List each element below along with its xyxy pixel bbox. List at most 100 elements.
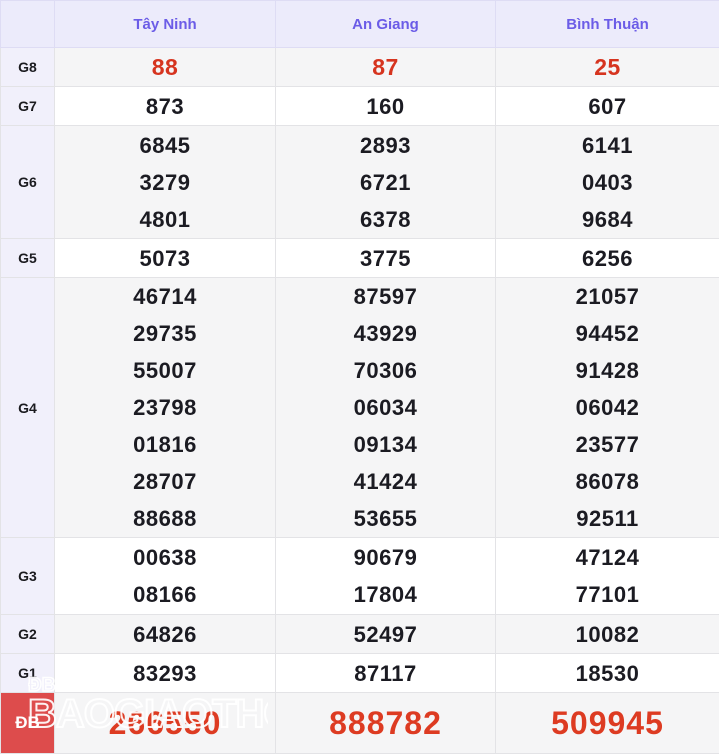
prize-number: 0403 (496, 164, 719, 201)
prize-number: 9684 (496, 201, 719, 238)
prize-number: 5073 (55, 240, 275, 277)
prize-cell: 873 (55, 87, 276, 126)
prize-number: 607 (496, 88, 719, 125)
prize-number: 88 (55, 49, 275, 86)
prize-cell: 52497 (276, 615, 496, 654)
prize-number: 88688 (55, 500, 275, 537)
prize-number: 64826 (55, 616, 275, 653)
prize-number: 6721 (276, 164, 495, 201)
prize-number: 4801 (55, 201, 275, 238)
prize-number: 28707 (55, 463, 275, 500)
prize-number: 266550 (55, 693, 275, 753)
prize-number: 6845 (55, 127, 275, 164)
prize-number: 06042 (496, 389, 719, 426)
prize-number: 29735 (55, 315, 275, 352)
prize-number: 3279 (55, 164, 275, 201)
column-header-province-1: Tây Ninh (55, 1, 276, 48)
prize-cell: 87117 (276, 654, 496, 693)
prize-label-g7: G7 (1, 87, 55, 126)
prize-cell: 83293 (55, 654, 276, 693)
prize-number: 21057 (496, 278, 719, 315)
prize-number: 46714 (55, 278, 275, 315)
prize-label-g2: G2 (1, 615, 55, 654)
column-header-province-2: An Giang (276, 1, 496, 48)
prize-number: 888782 (276, 693, 495, 753)
prize-number: 509945 (496, 693, 719, 753)
table-header: Tây Ninh An Giang Bình Thuận (1, 1, 719, 48)
prize-number: 6256 (496, 240, 719, 277)
prize-number: 41424 (276, 463, 495, 500)
prize-number: 01816 (55, 426, 275, 463)
prize-cell: 266550 (55, 693, 276, 754)
prize-cell: 6256 (496, 239, 719, 278)
prize-number: 09134 (276, 426, 495, 463)
prize-cell: 88 (55, 48, 276, 87)
prize-number: 6141 (496, 127, 719, 164)
prize-number: 83293 (55, 655, 275, 692)
prize-number: 23798 (55, 389, 275, 426)
prize-label-g1: G1 (1, 654, 55, 693)
prize-number: 86078 (496, 463, 719, 500)
prize-number: 55007 (55, 352, 275, 389)
column-header-province-3: Bình Thuận (496, 1, 719, 48)
prize-cell: 64826 (55, 615, 276, 654)
prize-label-g6: G6 (1, 126, 55, 239)
prize-cell: 25 (496, 48, 719, 87)
prize-number: 18530 (496, 655, 719, 692)
prize-number: 77101 (496, 576, 719, 613)
prize-number: 87 (276, 49, 495, 86)
prize-cell: 5073 (55, 239, 276, 278)
prize-number: 873 (55, 88, 275, 125)
prize-cell: 18530 (496, 654, 719, 693)
prize-cell: 888782 (276, 693, 496, 754)
prize-number: 10082 (496, 616, 719, 653)
prize-label-g8: G8 (1, 48, 55, 87)
prize-number: 91428 (496, 352, 719, 389)
prize-number: 94452 (496, 315, 719, 352)
prize-number: 2893 (276, 127, 495, 164)
prize-cell: 607 (496, 87, 719, 126)
prize-number: 6378 (276, 201, 495, 238)
prize-number: 53655 (276, 500, 495, 537)
prize-cell: 160 (276, 87, 496, 126)
header-corner-cell (1, 1, 55, 48)
prize-number: 43929 (276, 315, 495, 352)
prize-number: 3775 (276, 240, 495, 277)
prize-number: 00638 (55, 539, 275, 576)
prize-number: 47124 (496, 539, 719, 576)
prize-number: 23577 (496, 426, 719, 463)
prize-number: 52497 (276, 616, 495, 653)
prize-number: 87597 (276, 278, 495, 315)
prize-number: 17804 (276, 576, 495, 613)
prize-cell: 509945 (496, 693, 719, 754)
prize-cell: 3775 (276, 239, 496, 278)
prize-number: 25 (496, 49, 719, 86)
prize-cell: 87 (276, 48, 496, 87)
prize-label-g5: G5 (1, 239, 55, 278)
prize-number: 06034 (276, 389, 495, 426)
prize-label-g3: G3 (1, 538, 55, 615)
prize-cell: 10082 (496, 615, 719, 654)
prize-number: 08166 (55, 576, 275, 613)
